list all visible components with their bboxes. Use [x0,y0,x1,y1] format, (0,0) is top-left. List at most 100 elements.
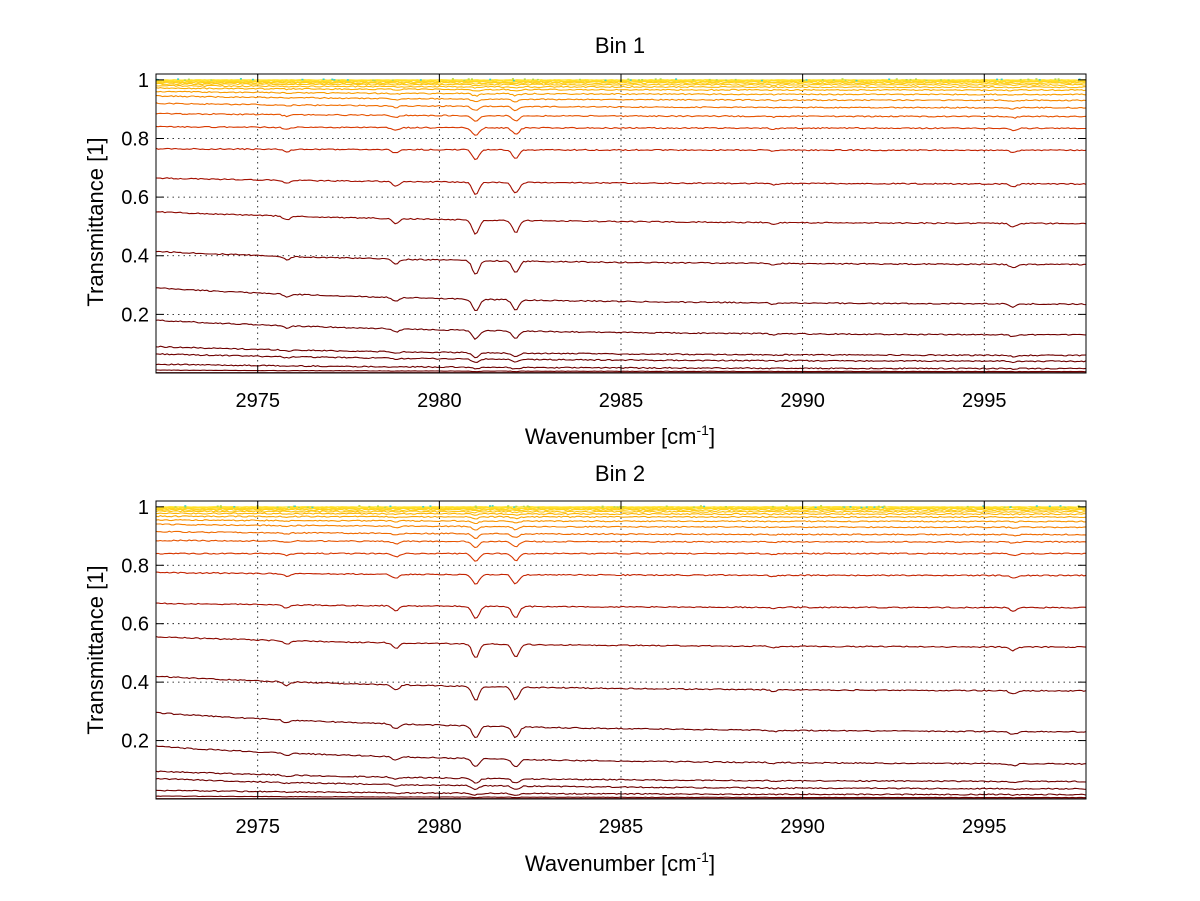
top-cluster-speckle [982,505,985,507]
top-cluster-speckle [233,506,236,508]
top-cluster-speckle [536,78,539,81]
x-tick-label: 2985 [599,390,644,412]
transmittance-series-line [155,510,1087,514]
transmittance-series-line [155,211,1087,235]
top-cluster-speckle [1000,78,1003,81]
top-cluster-speckle [276,506,279,508]
bin-1-xlabel-close: ] [709,424,715,449]
transmittance-series-line [155,177,1087,195]
top-cluster-speckle [346,79,349,81]
top-cluster-speckle [1078,78,1081,80]
top-cluster-speckle [474,505,477,507]
top-cluster-speckle [842,506,845,508]
x-tick-label: 2980 [417,816,462,838]
top-cluster-speckle [925,79,928,82]
top-cluster-speckle [638,79,640,81]
y-tick-label: 1 [138,497,149,519]
bin-1-grid [156,74,1086,373]
top-cluster-speckle [692,506,695,508]
top-cluster-speckle [909,78,912,81]
top-cluster-speckle [708,78,711,81]
transmittance-series-line [155,602,1087,619]
bin-1-title: Bin 1 [595,33,645,58]
transmittance-series-line [155,777,1087,791]
y-tick-label: 1 [138,70,149,92]
top-cluster-speckle [219,505,222,507]
bin-1-xlabel-exponent: -1 [697,422,710,438]
top-cluster-speckle [627,78,630,80]
bin-2-title: Bin 2 [595,461,645,486]
top-cluster-speckle [216,505,219,507]
top-cluster-speckle [860,506,863,509]
transmittance-series-line [155,125,1086,136]
x-tick-label: 2995 [962,390,1007,412]
transmittance-series-line [155,508,1087,512]
top-cluster-speckle [881,506,884,509]
top-cluster-speckle [489,78,492,81]
transmittance-series-line [156,287,1087,311]
top-cluster-speckle [1059,505,1062,507]
top-cluster-speckle [841,78,844,80]
top-cluster-speckle [513,506,516,508]
bin-1-series [155,78,1087,374]
top-cluster-speckle [306,506,309,508]
top-cluster-speckle [821,79,824,81]
transmittance-series-line [155,147,1087,161]
transmittance-series-line [156,95,1087,103]
top-cluster-speckle [844,79,847,82]
y-tick-label: 0.6 [121,614,149,636]
top-cluster-speckle [814,506,817,509]
top-cluster-speckle [184,79,186,81]
bin-2-xlabel-close: ] [709,851,715,876]
top-cluster-speckle [333,79,336,81]
top-cluster-speckle [372,79,374,81]
top-cluster-speckle [288,506,291,509]
top-cluster-speckle [467,78,470,80]
top-cluster-speckle [251,78,254,81]
x-tick-label: 2990 [780,816,825,838]
top-cluster-speckle [873,506,876,508]
bin-2-grid [156,501,1086,799]
top-cluster-speckle [526,505,529,507]
transmittance-series-line [155,675,1087,701]
top-cluster-speckle [489,505,491,507]
top-cluster-speckle [915,78,917,80]
top-cluster-speckle [187,78,190,81]
y-tick-label: 0.6 [121,187,149,209]
top-cluster-speckle [578,78,581,81]
transmittance-series-line [155,745,1087,768]
top-cluster-speckle [905,79,908,81]
top-cluster-speckle [511,78,514,80]
top-cluster-speckle [760,79,763,82]
transmittance-series-line [155,250,1086,275]
top-cluster-speckle [507,505,509,508]
transmittance-series-line [155,770,1087,784]
bin-2-xlabel-exponent: -1 [697,849,710,865]
transmittance-series-line [155,102,1087,112]
top-cluster-speckle [622,506,625,508]
bin-1-axes: Bin 1 2975 2980 2985 2990 29950.20.40.60.81 … [83,33,1087,449]
top-cluster-speckle [1027,78,1030,81]
x-tick-label: 2975 [235,390,280,412]
top-cluster-speckle [855,79,858,82]
x-tick-label: 2990 [780,390,825,412]
top-cluster-speckle [292,505,295,508]
top-cluster-speckle [883,505,886,508]
top-cluster-speckle [1035,78,1038,80]
top-cluster-speckle [429,505,432,507]
top-cluster-speckle [940,79,943,81]
top-cluster-speckle [512,79,515,82]
top-cluster-speckle [523,78,526,80]
top-cluster-speckle [665,505,668,507]
bin-2-xlabel-text: Wavenumber [cm [525,851,697,876]
top-cluster-speckle [537,506,540,509]
y-tick-label: 0.8 [121,128,149,150]
top-cluster-speckle [734,78,737,81]
top-cluster-speckle [832,79,835,81]
top-cluster-speckle [604,79,607,82]
y-tick-label: 0.4 [121,672,149,694]
top-cluster-speckle [1077,505,1080,507]
bin-1-xlabel: Wavenumber [cm-1] [525,422,715,449]
top-cluster-speckle [311,506,314,509]
top-cluster-speckle [1064,506,1067,509]
